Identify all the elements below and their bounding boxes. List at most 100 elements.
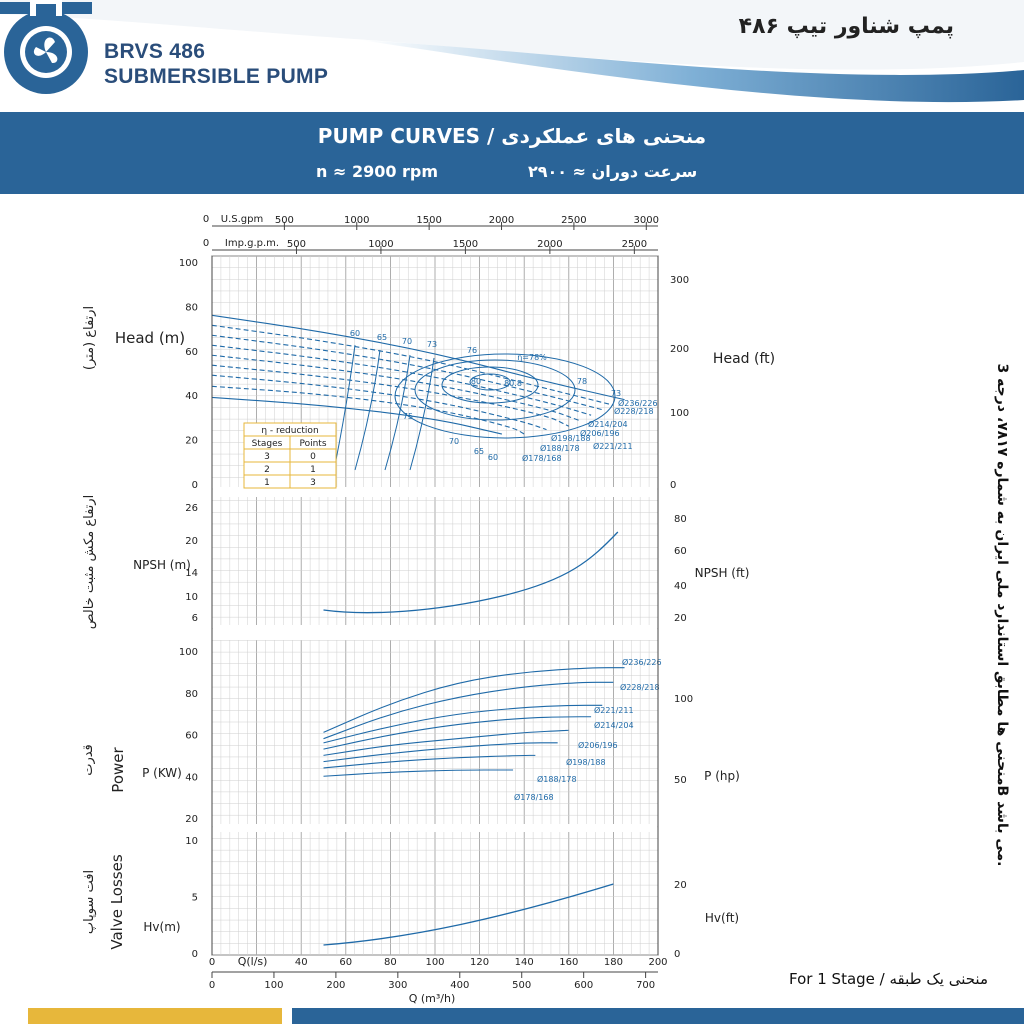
valve-left-tick: 10 <box>185 836 198 847</box>
head-left-tick: 100 <box>179 258 198 269</box>
top-axis-imp-label: Imp.g.p.m. <box>225 238 279 249</box>
efficiency-label: 60 <box>488 453 498 462</box>
top-axis-imp-tick-label: 1500 <box>453 239 478 250</box>
band-title: PUMP CURVES / منحنی های عملکردی <box>0 124 1024 148</box>
brand-subtitle: SUBMERSIBLE PUMP <box>104 65 329 88</box>
head-ylabel-ft: Head (ft) <box>713 351 775 367</box>
head-left-tick: 40 <box>185 391 198 402</box>
npsh-left-tick: 20 <box>185 536 198 547</box>
panel-gap <box>213 625 657 640</box>
eta-table-header: Stages <box>252 439 283 449</box>
efficiency-label: 78 <box>577 377 587 386</box>
head-curve <box>211 354 581 422</box>
valve-left-tick: 5 <box>192 893 198 904</box>
speed-fa: سرعت دوران ≈ ۲۹۰۰ <box>528 162 698 181</box>
head-ylabel-m: Head (m) <box>115 329 185 347</box>
title-band: PUMP CURVES / منحنی های عملکردی n ≈ 2900… <box>0 112 1024 194</box>
power-diameter-label: Ø178/168 <box>514 792 554 802</box>
fan-logo-icon <box>0 0 92 94</box>
swoosh-band <box>360 40 1024 103</box>
eta-table-cell: 0 <box>310 452 316 462</box>
eta-table-cell: 3 <box>310 478 316 488</box>
power-diameter-label: Ø221/211 <box>594 705 634 715</box>
bottom-axis-m3h-tick-label: 700 <box>636 980 655 991</box>
head-curve <box>211 344 592 416</box>
bottom-axis-m3h-label: Q (m³/h) <box>409 992 456 1005</box>
head-right-tick: 0 <box>670 480 676 491</box>
valve-curve <box>323 883 614 946</box>
top-axis-gpm-tick-label: 2500 <box>561 215 586 226</box>
bottom-axis-m3h-tick-label: 400 <box>450 980 469 991</box>
bottom-axis-m3h-tick-label: 200 <box>326 980 345 991</box>
npsh-right-tick: 80 <box>674 514 687 525</box>
npsh-left-tick: 6 <box>192 613 198 624</box>
npsh-ylabel-ft: NPSH (ft) <box>695 566 750 580</box>
band-title-en: PUMP CURVES / <box>317 124 502 148</box>
power-left-tick: 100 <box>179 647 198 658</box>
efficiency-line <box>384 354 411 471</box>
efficiency-contour <box>469 373 511 391</box>
power-diameter-label: Ø188/178 <box>537 774 577 784</box>
valve-right-tick: 0 <box>674 949 680 960</box>
npsh-fa-label: ارتفاع مکش مثبت خالص <box>82 495 97 629</box>
panel-gap <box>213 487 657 497</box>
top-axis-gpm-label: U.S.gpm <box>221 214 263 225</box>
head-diameter-label: Ø178/168 <box>522 453 562 463</box>
head-curve <box>211 314 625 401</box>
head-left-tick: 60 <box>185 347 198 358</box>
top-axis-imp-zero: 0 <box>203 238 209 249</box>
npsh-left-tick: 10 <box>185 592 198 603</box>
header-decoration <box>0 0 1024 103</box>
power-en-label: Power <box>109 746 127 792</box>
efficiency-label: 80.8 <box>504 379 522 388</box>
efficiency-line <box>354 349 381 471</box>
valve-right-tick: 20 <box>674 880 687 891</box>
efficiency-line <box>409 357 435 471</box>
top-axis-gpm-zero: 0 <box>203 214 209 225</box>
standard-note: منحنی ها مطابق استاندارد ملی ایران به شم… <box>994 364 1010 867</box>
npsh-left-tick: 26 <box>185 503 198 514</box>
efficiency-label: η=78% <box>517 353 547 362</box>
bottom-axis-ls-tick: 140 <box>515 957 534 968</box>
power-curve <box>323 769 514 777</box>
valve-ylabel-ft: Hv(ft) <box>705 911 739 925</box>
efficiency-label: 80 <box>471 377 481 386</box>
head-diameter-label: Ø214/204 <box>588 419 628 429</box>
head-diameter-label: Ø188/178 <box>540 443 580 453</box>
valve-left-tick: 0 <box>192 949 198 960</box>
eta-table-cell: 1 <box>310 465 316 475</box>
bottom-axis-ls-tick: 40 <box>295 957 308 968</box>
top-axis-gpm-tick-label: 2000 <box>489 215 514 226</box>
power-diameter-label: Ø198/188 <box>566 757 606 767</box>
top-axis-gpm-tick-label: 3000 <box>634 215 659 226</box>
top-axis-imp-tick-label: 500 <box>287 239 306 250</box>
bottom-axis-ls-tick: 180 <box>604 957 623 968</box>
top-axis-gpm-tick-label: 1500 <box>416 215 441 226</box>
eta-table-cell: 2 <box>264 465 270 475</box>
power-curve <box>323 667 625 733</box>
power-diameter-label: Ø206/196 <box>578 740 618 750</box>
power-ylabel-hp: P (hp) <box>704 769 740 783</box>
bottom-axis-m3h-tick-label: 100 <box>264 980 283 991</box>
valve-en-label: Valve Losses <box>108 854 126 949</box>
bottom-axis-ls-tick: 200 <box>648 957 667 968</box>
bottom-axis-ls-tick: 80 <box>384 957 397 968</box>
head-right-tick: 200 <box>670 344 689 355</box>
efficiency-line <box>334 344 356 466</box>
bottom-axis-m3h-tick-label: 600 <box>574 980 593 991</box>
head-curve <box>211 396 503 435</box>
footer-blue-bar <box>292 1008 1024 1024</box>
efficiency-label: 73 <box>427 340 437 349</box>
top-axis-imp-tick-label: 2000 <box>537 239 562 250</box>
brand-model: BRVS 486 <box>104 40 206 63</box>
efficiency-contour <box>394 353 616 439</box>
power-right-tick: 50 <box>674 775 687 786</box>
npsh-left-tick: 14 <box>185 568 198 579</box>
efficiency-label: 75 <box>403 412 413 421</box>
bottom-axis-ls-tick: 160 <box>559 957 578 968</box>
power-diameter-label: Ø228/218 <box>620 682 660 692</box>
bottom-axis-ls-tick: 100 <box>425 957 444 968</box>
power-right-tick: 100 <box>674 694 693 705</box>
efficiency-label: 73 <box>611 389 621 398</box>
power-curve <box>323 729 569 756</box>
